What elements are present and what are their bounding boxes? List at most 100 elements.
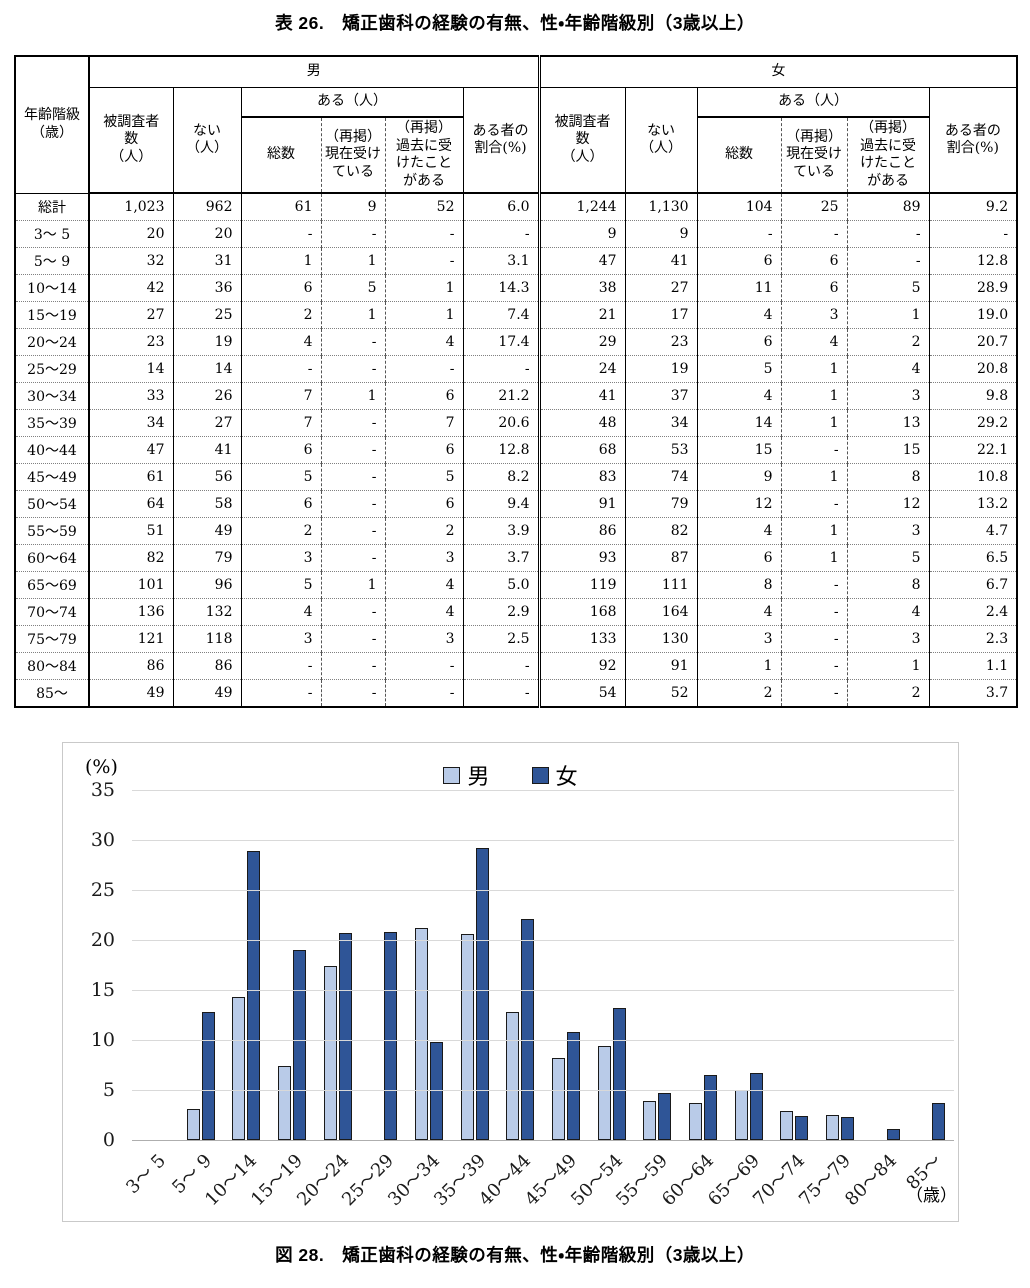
table-cell: 104 [696, 193, 782, 221]
男-bar-65～69 [734, 1090, 748, 1140]
table-cell: 7 [384, 409, 463, 437]
table-cell: 3 [846, 382, 930, 410]
女-bar-55～59 [658, 1093, 672, 1140]
age-group-cell: 85～ [15, 679, 90, 707]
table-cell: 5 [240, 463, 321, 491]
table-cell: 5 [846, 274, 930, 302]
table-cell: - [928, 220, 1018, 248]
bar-group-30～34 [406, 790, 452, 1140]
table-cell: - [846, 247, 930, 275]
table-cell: 41 [624, 247, 698, 275]
table-cell: - [320, 679, 385, 707]
女-bar-5～ 9 [201, 1012, 215, 1140]
男-bar-60～64 [688, 1103, 702, 1140]
table-cell: 1,023 [88, 193, 173, 221]
table-cell: 13.2 [928, 490, 1018, 518]
table-cell: 37 [624, 382, 698, 410]
table-cell: - [462, 679, 540, 707]
table-cell: 1.1 [928, 652, 1018, 680]
header-female-total: 総数 [696, 117, 782, 194]
table-cell: 1 [384, 301, 463, 329]
table-cell: 23 [88, 328, 173, 356]
table-cell: 19 [172, 328, 241, 356]
table-cell: 3 [846, 625, 930, 653]
table-cell: 4 [846, 355, 930, 383]
table-cell: 3 [240, 544, 321, 572]
table-row: 20～24 23 19 4-4 17.4 29 23 6 4 2 20.7 [15, 328, 1018, 356]
age-group-cell: 60～64 [15, 544, 90, 572]
table-cell: 6.7 [928, 571, 1018, 599]
table-cell: 1 [780, 355, 848, 383]
table-cell: 6 [240, 436, 321, 464]
bar-group-15～19 [269, 790, 315, 1140]
女-bar-70～74 [795, 1116, 809, 1140]
header-female-surveyed: 被調査者 数 （人） [537, 87, 626, 194]
table-cell: 38 [537, 274, 626, 302]
y-tick-label: 25 [90, 879, 115, 901]
table-cell: 83 [537, 463, 626, 491]
table-cell: 22.1 [928, 436, 1018, 464]
age-group-cell: 45～49 [15, 463, 90, 491]
table-cell: 14 [696, 409, 782, 437]
y-axis-unit-label: (%) [85, 756, 118, 778]
table-cell: 2 [240, 517, 321, 545]
bar-group-5～ 9 [178, 790, 224, 1140]
table-row: 55～59 51 49 2-2 3.9 86 82 4 1 3 4.7 [15, 517, 1018, 545]
table-cell: 20 [88, 220, 173, 248]
男-bar-5～ 9 [186, 1109, 200, 1140]
chart-panel: (%) 男 女 0 5 10 15 20 25 30 35 3～ 5 5～ 9 10～14 15～1… [62, 742, 959, 1222]
table-cell: - [240, 220, 321, 248]
header-male-have: ある（人） [240, 87, 463, 118]
table-cell: 6 [696, 247, 782, 275]
table-cell: 5 [320, 274, 385, 302]
table-cell: 168 [537, 598, 626, 626]
table-cell: 68 [537, 436, 626, 464]
table-cell: 1 [320, 571, 385, 599]
table-cell: 29 [537, 328, 626, 356]
table-cell: 51 [88, 517, 173, 545]
gridline [132, 940, 954, 941]
table-cell: 2 [846, 328, 930, 356]
table-cell: 8 [846, 571, 930, 599]
table-cell: 49 [88, 679, 173, 707]
男-bar-75～79 [825, 1115, 839, 1140]
table-cell: 89 [846, 193, 930, 221]
table-cell: 119 [537, 571, 626, 599]
table-row: 80～84 86 86- - - -92 91 1-1 1.1 [15, 652, 1018, 680]
table-row: 25～29 14 14- - - -24 19 5 1 4 20.8 [15, 355, 1018, 383]
table-cell: 27 [624, 274, 698, 302]
table-cell: 23 [624, 328, 698, 356]
table-cell: 1 [780, 517, 848, 545]
table-cell: - [384, 679, 463, 707]
age-group-cell: 25～29 [15, 355, 90, 383]
table-cell: 79 [172, 544, 241, 572]
table-cell: 7 [240, 382, 321, 410]
y-tick-label: 10 [90, 1029, 115, 1051]
table-cell: 3.9 [462, 517, 540, 545]
header-row-sub: 総数 （再掲） 現在受け ている （再掲） 過去に受 けたこと がある 総数 （… [15, 116, 1017, 194]
table-cell: 4.7 [928, 517, 1018, 545]
table-cell: 3 [696, 625, 782, 653]
bar-group-85～ [908, 790, 954, 1140]
table-cell: 87 [624, 544, 698, 572]
table-cell: - [384, 652, 463, 680]
header-male-past: （再掲） 過去に受 けたこと がある [384, 116, 463, 194]
table-cell: 12 [846, 490, 930, 518]
age-group-cell: 10～14 [15, 274, 90, 302]
女-bar-30～34 [429, 1042, 443, 1140]
table-row: 40～44 47 41 6-6 12.8 68 53 15-15 22.1 [15, 436, 1018, 464]
table-body: 総計 1,023 962 61 9 52 6.0 1,244 1,130 104 25 89 9.2 3～… [15, 193, 1018, 707]
table-cell: 61 [88, 463, 173, 491]
男-bar-35～39 [460, 934, 474, 1140]
table-row: 65～69 101 96 5 1 4 5.0 119 111 8-8 6.7 [15, 571, 1018, 599]
男-bar-15～19 [277, 1066, 291, 1140]
table-cell: - [320, 409, 385, 437]
table-title: 表 26. 矯正歯科の経験の有無、性・年齢階級別（3歳以上） [275, 13, 755, 33]
table-cell: 3 [780, 301, 848, 329]
table-cell: - [320, 517, 385, 545]
table-cell: 2 [240, 301, 321, 329]
gridline [132, 790, 954, 791]
table-cell: 12 [696, 490, 782, 518]
table-cell: 61 [240, 193, 321, 221]
